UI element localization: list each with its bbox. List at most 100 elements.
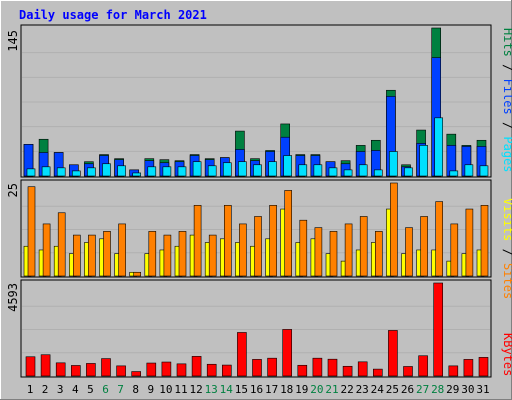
day-label: 2 (42, 383, 49, 396)
pages-bar (283, 155, 293, 177)
day-label: 24 (371, 383, 385, 396)
sites-bar (73, 234, 81, 277)
kbytes-bar (478, 357, 489, 377)
visits-y-max-label: 25 (6, 183, 20, 197)
sites-bar (239, 223, 247, 277)
pages-bar (298, 164, 308, 177)
pages-bar (328, 167, 338, 177)
sites-bar (284, 190, 293, 277)
sites-bar (344, 223, 353, 277)
day-label: 29 (446, 383, 459, 396)
legend-visits-sites: Visits / Sites (501, 198, 512, 299)
legend-part: / (501, 115, 512, 137)
legend-kbytes: KBytes (501, 333, 512, 376)
pages-bar (87, 167, 96, 177)
kbytes-bar (55, 362, 66, 377)
day-label: 30 (461, 383, 474, 396)
pages-bar (434, 117, 444, 177)
pages-bar (56, 167, 66, 177)
kbytes-bar (176, 363, 187, 377)
sites-bar (42, 223, 51, 277)
legend-part: / (501, 241, 512, 263)
kbytes-bar (312, 357, 323, 377)
day-label: 22 (340, 383, 353, 396)
pages-bar (147, 166, 157, 177)
kbytes-bar (267, 357, 277, 377)
pages-bar (253, 164, 262, 177)
kbytes-bar (116, 365, 126, 377)
day-label: 26 (401, 383, 414, 396)
pages-bar (313, 164, 323, 177)
kbytes-bar (71, 365, 81, 377)
pages-bar (404, 167, 413, 177)
day-label: 3 (57, 383, 64, 396)
kbytes-bar (463, 359, 474, 377)
sites-bar (118, 223, 126, 277)
legend-part: Visits (501, 198, 512, 241)
day-label: 28 (431, 383, 444, 396)
hits-y-max-label: 145 (6, 30, 20, 52)
kbytes-bar (101, 358, 111, 377)
kbytes-bar (342, 365, 353, 377)
legend-part: Files (501, 79, 512, 115)
kbytes-bar (418, 355, 428, 377)
day-label: 9 (147, 383, 154, 396)
day-label: 6 (102, 383, 109, 396)
pages-bar (117, 165, 126, 177)
sites-bar (390, 182, 398, 277)
x-axis-day-labels: 1 2 3 4 5 6 7 8 9 10 11 12 13 14 15 16 17 18 19 20 21 22 23 24 2… (27, 383, 490, 396)
kbytes-bar (222, 364, 232, 377)
sites-bar (57, 212, 66, 277)
day-label: 19 (295, 383, 308, 396)
kbytes-y-max-label: 4593 (6, 283, 20, 312)
sites-bar (133, 271, 141, 277)
day-label: 27 (416, 383, 429, 396)
pages-bar (177, 166, 187, 177)
pages-bar (358, 164, 368, 177)
legend-part: KBytes (501, 333, 512, 376)
kbytes-bar (388, 330, 398, 377)
kbytes-bar (131, 371, 141, 377)
kbytes-bar (448, 365, 459, 377)
day-label: 31 (476, 383, 489, 396)
kbytes-bar (237, 332, 247, 377)
kbytes-bar (327, 358, 338, 377)
day-label: 16 (250, 383, 263, 396)
day-label: 23 (356, 383, 369, 396)
legend-part: / (501, 57, 512, 79)
sites-bar (359, 216, 368, 277)
day-label: 1 (27, 383, 34, 396)
pages-bar (419, 145, 428, 177)
kbytes-bar (357, 361, 368, 377)
day-label: 14 (220, 383, 234, 396)
legend-part: Sites (501, 263, 512, 299)
day-label: 20 (310, 383, 323, 396)
legend-part: Hits (501, 28, 512, 57)
day-label: 17 (265, 383, 278, 396)
pages-bar (102, 163, 111, 177)
kbytes-bar (191, 356, 202, 377)
kbytes-bar (372, 368, 383, 377)
sites-bar (299, 219, 308, 277)
sites-bar (27, 186, 36, 277)
sites-bar (88, 234, 96, 277)
day-label: 15 (235, 383, 248, 396)
kbytes-bar (433, 282, 444, 377)
sites-bar (480, 205, 489, 277)
pages-bar (207, 165, 217, 177)
day-label: 7 (117, 383, 124, 396)
day-label: 13 (205, 383, 218, 396)
pages-bar (389, 151, 398, 177)
day-label: 11 (174, 383, 187, 396)
day-label: 18 (280, 383, 293, 396)
kbytes-bar (252, 359, 262, 377)
sites-bar (224, 205, 232, 277)
kbytes-bar (403, 366, 413, 377)
day-label: 10 (159, 383, 172, 396)
day-label: 25 (386, 383, 399, 396)
sites-bar (329, 231, 338, 277)
sites-bar (148, 231, 157, 277)
day-label: 8 (132, 383, 139, 396)
sites-bar (420, 216, 428, 277)
